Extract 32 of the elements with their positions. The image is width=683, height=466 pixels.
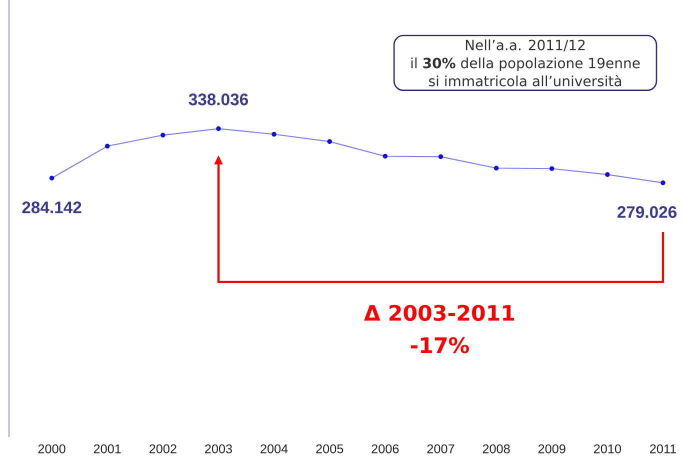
data-label: 284.142: [22, 201, 82, 214]
data-label: 279.026: [617, 206, 676, 218]
text: -17%: [410, 337, 469, 354]
point: [327, 139, 332, 144]
point: [272, 132, 276, 137]
data-label: 338.036: [188, 94, 248, 106]
text: Nell’a.a. 2011/12: [466, 40, 585, 52]
point: [160, 132, 166, 138]
text: si immatricola all’università: [429, 74, 622, 86]
point: [438, 154, 444, 160]
point: [549, 166, 554, 172]
x-tick-label: 2004: [260, 444, 288, 454]
point: [660, 180, 666, 186]
x-tick-label: 2008: [482, 444, 510, 454]
point: [605, 172, 610, 177]
point: [382, 154, 388, 159]
x-tick-label: 2001: [94, 444, 121, 454]
x-tick-label: 2000: [38, 444, 66, 454]
point: [49, 176, 54, 181]
x-tick-label: 2009: [538, 444, 566, 454]
point: [494, 166, 499, 171]
text: il 30% della popolazione 19enne: [411, 58, 640, 72]
x-tick-label: 2007: [427, 444, 454, 454]
point: [104, 144, 110, 149]
point: [216, 126, 221, 132]
x-tick-label: 2003: [205, 444, 232, 454]
x-tick-label: 2005: [316, 444, 344, 454]
x-tick-label: 2002: [149, 444, 176, 454]
x-tick-label: 2010: [594, 444, 622, 454]
x-tick-label: 2006: [372, 444, 399, 454]
x-tick-label: 2011: [650, 444, 676, 454]
text: Δ 2003-2011: [364, 304, 514, 321]
